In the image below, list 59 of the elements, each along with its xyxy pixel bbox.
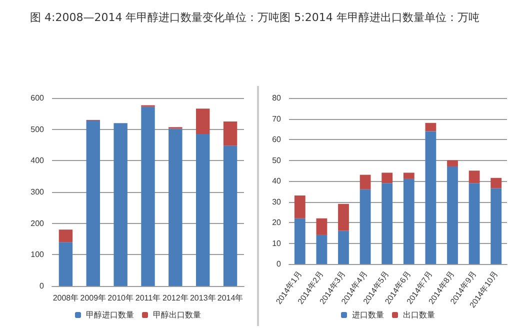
bar	[382, 183, 393, 264]
y-tick-label: 40	[272, 176, 282, 186]
bar	[223, 122, 238, 146]
y-tick-label: 0	[40, 282, 45, 290]
y-tick-label: 0	[276, 260, 282, 268]
y-tick-label: 20	[272, 218, 282, 227]
bar	[425, 131, 436, 264]
x-tick-label: 2012年	[162, 294, 188, 302]
y-tick-label: 70	[272, 114, 282, 124]
x-tick-label: 2008年	[52, 294, 79, 302]
bar	[114, 123, 128, 286]
y-tick-label: 300	[30, 188, 45, 196]
bar	[58, 242, 73, 286]
bar	[294, 196, 306, 218]
bar	[403, 172, 414, 179]
y-tick-label: 600	[30, 94, 45, 102]
y-tick-label: 500	[30, 124, 45, 134]
y-tick-label: 60	[272, 135, 282, 144]
bar	[168, 128, 182, 286]
bar	[141, 106, 155, 286]
bar	[316, 218, 328, 235]
x-tick-label: 2011年	[135, 294, 161, 302]
bar	[360, 174, 371, 190]
chart-title: 图 4:2008—2014 年甲醇进口数量变化单位：万吨	[30, 11, 280, 24]
bar	[294, 218, 306, 264]
y-tick-label: 50	[272, 156, 282, 165]
bar	[223, 146, 238, 286]
bar	[468, 170, 480, 184]
legend-label: 进口数量	[352, 310, 384, 320]
bar	[196, 134, 210, 286]
y-tick-label: 10	[272, 238, 282, 248]
bar	[425, 122, 436, 132]
bar	[316, 234, 328, 264]
x-tick-label: 2013年	[190, 294, 216, 302]
bar	[360, 189, 371, 264]
bar	[447, 166, 458, 264]
y-tick-label: 200	[30, 218, 45, 228]
y-tick-label: 100	[30, 250, 45, 260]
bar	[490, 188, 502, 264]
y-tick-label: 80	[272, 94, 282, 102]
bar	[338, 230, 349, 264]
bar	[58, 230, 73, 242]
x-tick-label: 2014年	[217, 294, 244, 302]
bar	[382, 172, 393, 184]
x-tick-label: 2009年	[80, 294, 106, 302]
legend-label: 甲醇出口数量	[153, 310, 201, 320]
bar	[196, 108, 210, 134]
bar	[447, 160, 458, 166]
legend-label: 出口数量	[403, 310, 435, 320]
bar	[403, 178, 414, 264]
legend-label: 甲醇进口数量	[86, 310, 134, 320]
bar	[86, 120, 100, 286]
bar	[468, 183, 480, 264]
bar	[490, 178, 502, 188]
bar	[338, 204, 349, 231]
chart-title: 图 5:2014 年甲醇进出口数量单位：万吨	[280, 11, 480, 24]
y-tick-label: 30	[272, 197, 282, 206]
x-tick-label: 2010年	[108, 294, 134, 302]
y-tick-label: 400	[30, 156, 45, 166]
